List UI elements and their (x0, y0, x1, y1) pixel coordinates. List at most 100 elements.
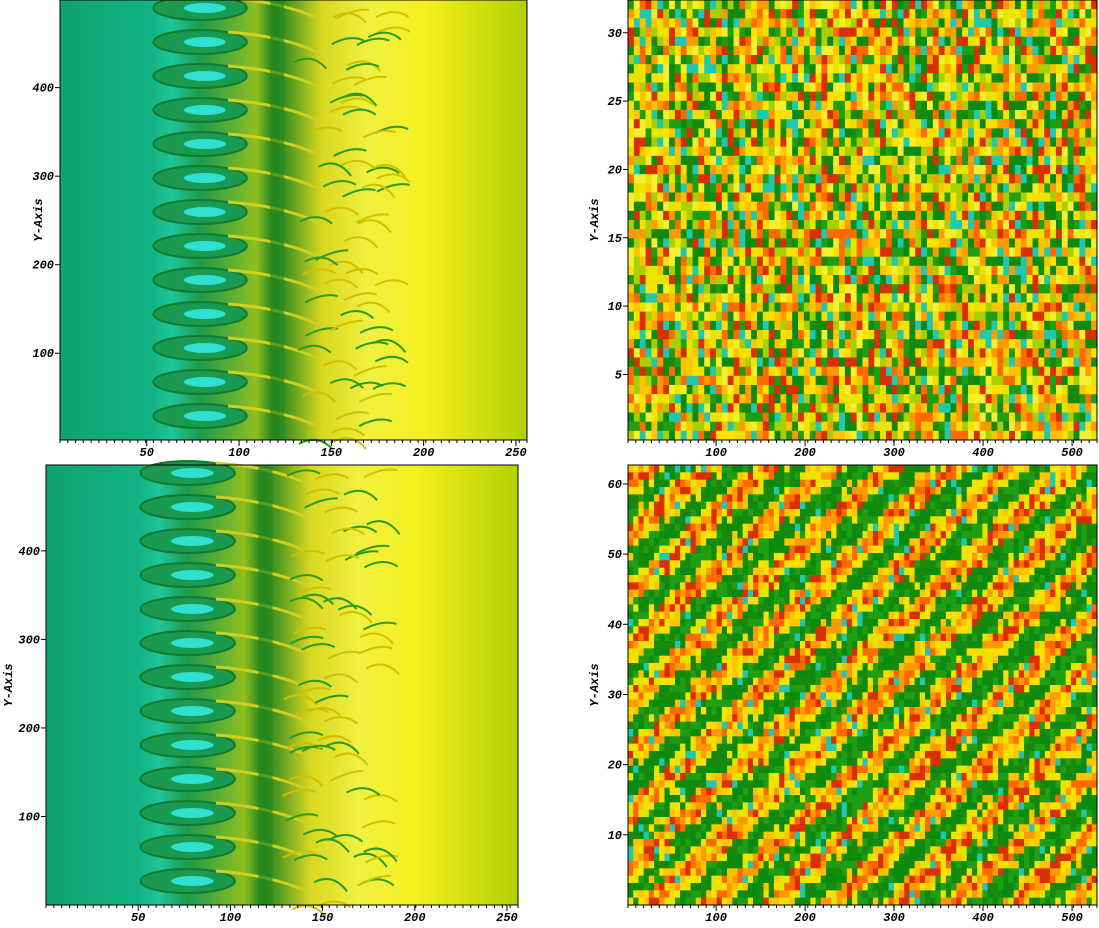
cell (803, 348, 811, 358)
cell (973, 183, 981, 193)
cell (1009, 366, 1016, 377)
cell (915, 18, 922, 28)
cell (850, 82, 858, 93)
cell (985, 110, 992, 120)
cell (768, 91, 776, 102)
cell (1039, 465, 1046, 473)
cell (774, 293, 781, 303)
cell (645, 165, 652, 175)
cell (874, 165, 881, 175)
cell (815, 375, 822, 386)
cell (1003, 465, 1009, 473)
cell (733, 165, 740, 175)
cell (680, 174, 688, 184)
cell (1014, 91, 1022, 102)
cell (762, 128, 770, 138)
cell (961, 487, 968, 495)
cell (862, 284, 869, 294)
cell (798, 421, 805, 432)
cell (1091, 91, 1098, 102)
cell (1067, 201, 1075, 212)
cell (704, 55, 711, 65)
cell (1067, 210, 1075, 221)
cell (803, 357, 811, 368)
cell (938, 45, 946, 56)
cell (985, 375, 992, 386)
cell (815, 0, 822, 10)
cell (968, 64, 975, 74)
cell (815, 73, 822, 83)
cell (1003, 487, 1009, 495)
cell (944, 119, 951, 129)
cell (721, 91, 729, 102)
cell (1003, 284, 1010, 294)
cell (1061, 293, 1069, 303)
cell (921, 430, 928, 441)
cell (686, 174, 693, 184)
cell (651, 394, 658, 404)
cell (909, 0, 916, 10)
cell (732, 479, 738, 488)
cell (985, 247, 992, 258)
cell (1079, 302, 1086, 313)
cell (1055, 385, 1063, 395)
cell (1020, 385, 1028, 395)
cell (1026, 403, 1034, 413)
cell (756, 9, 764, 19)
cell (792, 302, 799, 313)
cell (663, 192, 670, 203)
cell (979, 192, 987, 203)
cell (962, 192, 969, 203)
cell (789, 472, 796, 481)
cell (1050, 174, 1057, 184)
cell (739, 82, 746, 93)
cell (751, 110, 758, 120)
cell (979, 137, 987, 148)
cell (698, 247, 705, 258)
cell (751, 311, 758, 322)
cell (692, 137, 699, 148)
cell (780, 119, 787, 129)
cell (1073, 403, 1080, 413)
cell (798, 137, 805, 148)
cell (774, 366, 781, 377)
cell (956, 487, 963, 495)
cell (1008, 509, 1015, 517)
cell (856, 55, 863, 65)
cell (1065, 509, 1072, 517)
cell (1020, 229, 1028, 239)
cell (944, 18, 951, 28)
cell (852, 465, 858, 473)
cell (639, 128, 647, 138)
cell (956, 220, 963, 230)
cell (938, 247, 946, 258)
cell (711, 479, 718, 488)
cell (856, 357, 863, 368)
cell (698, 284, 705, 294)
cell (1020, 91, 1028, 102)
cell (1061, 320, 1069, 331)
cell (938, 220, 946, 230)
cell (657, 339, 664, 349)
cell (628, 265, 635, 276)
cell (1039, 494, 1046, 503)
cell (831, 487, 837, 495)
cell (786, 155, 793, 166)
cell (926, 339, 934, 349)
cell (885, 247, 893, 258)
cell (803, 100, 811, 111)
cell (692, 9, 699, 19)
cell (962, 137, 969, 148)
cell (968, 27, 975, 38)
cell (674, 229, 682, 239)
cell (794, 479, 801, 488)
cell (1014, 375, 1022, 386)
cell (1060, 509, 1067, 517)
cell (839, 275, 846, 285)
cell (915, 137, 922, 148)
cell (1009, 238, 1016, 248)
cell (1061, 110, 1069, 120)
cell (700, 479, 707, 488)
cell (780, 36, 787, 47)
cell (739, 36, 746, 47)
